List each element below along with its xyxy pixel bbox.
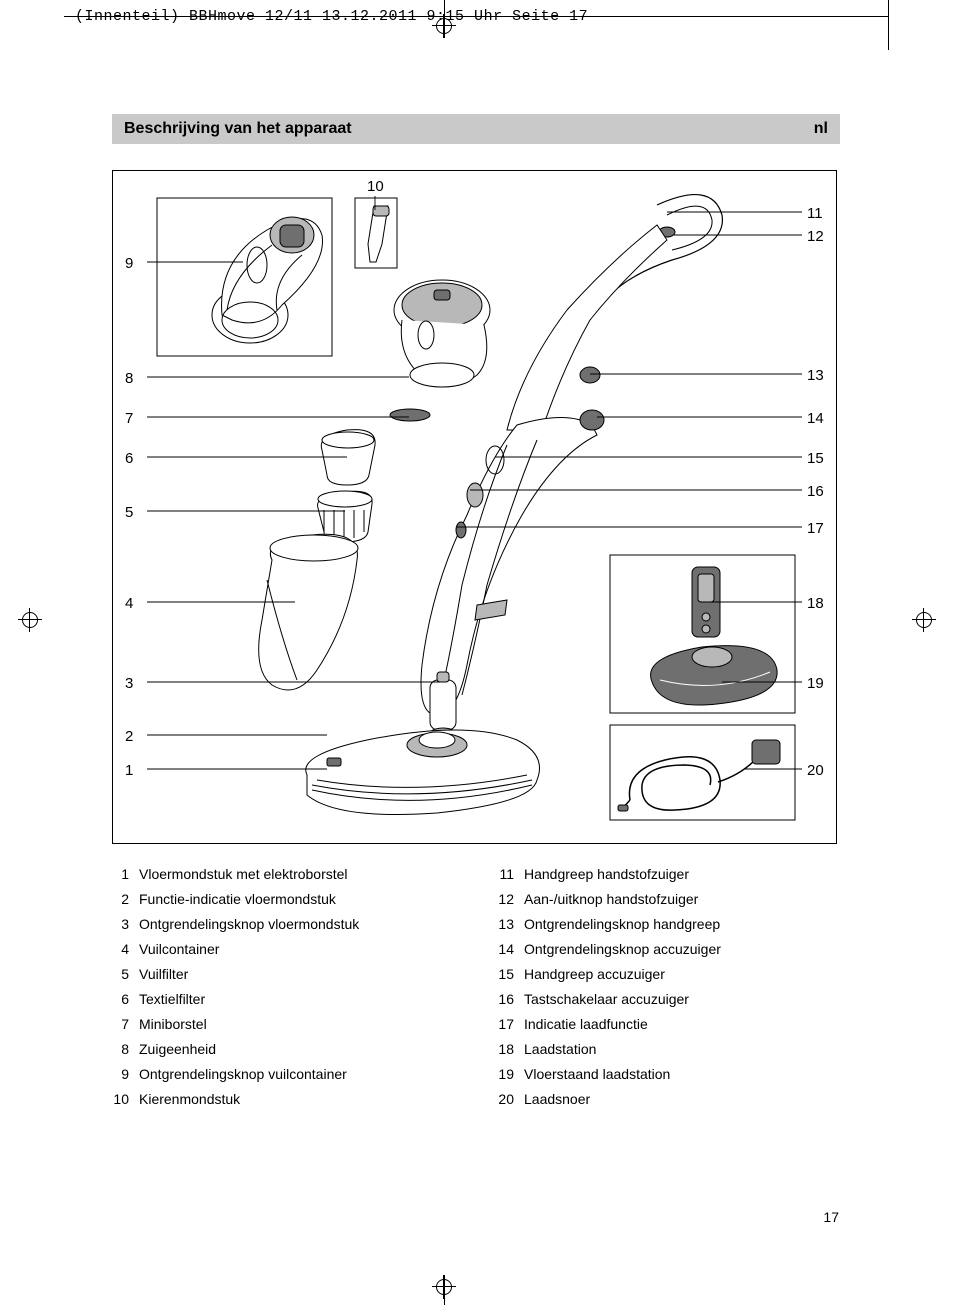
callout-number: 1 (125, 762, 133, 779)
callout-number: 8 (125, 370, 133, 387)
legend-item-number: 14 (490, 941, 514, 957)
legend-item: 7 Miniborstel (105, 1016, 460, 1032)
callout-number: 2 (125, 728, 133, 745)
legend-item: 8 Zuigeenheid (105, 1041, 460, 1057)
callout-number: 15 (807, 450, 824, 467)
legend-item: 6 Textielfilter (105, 991, 460, 1007)
legend-item: 20 Laadsnoer (490, 1091, 845, 1107)
legend-item-text: Handgreep accuzuiger (524, 966, 665, 982)
legend-item-number: 1 (105, 866, 129, 882)
legend-item-number: 15 (490, 966, 514, 982)
callout-number: 13 (807, 367, 824, 384)
legend-item-text: Laadstation (524, 1041, 596, 1057)
legend-item-text: Textielfilter (139, 991, 205, 1007)
legend-item: 11 Handgreep handstofzuiger (490, 866, 845, 882)
legend-item-text: Ontgrendelingsknop vuilcontainer (139, 1066, 347, 1082)
print-header: (Innenteil) BBHmove 12/11 13.12.2011 9:1… (75, 8, 588, 25)
legend-item: 3 Ontgrendelingsknop vloermondstuk (105, 916, 460, 932)
legend-item-number: 3 (105, 916, 129, 932)
legend-item-number: 17 (490, 1016, 514, 1032)
legend-item: 14 Ontgrendelingsknop accuzuiger (490, 941, 845, 957)
callout-number: 18 (807, 595, 824, 612)
callout-number: 16 (807, 483, 824, 500)
legend-item: 1 Vloermondstuk met elektroborstel (105, 866, 460, 882)
legend-item-text: Aan-/uitknop handstofzuiger (524, 891, 698, 907)
legend-item: 4 Vuilcontainer (105, 941, 460, 957)
legend-item-number: 12 (490, 891, 514, 907)
legend-item-text: Vloermondstuk met elektroborstel (139, 866, 348, 882)
legend-item-text: Miniborstel (139, 1016, 207, 1032)
legend: 1 Vloermondstuk met elektroborstel 2 Functi… (105, 866, 845, 1116)
legend-item-number: 9 (105, 1066, 129, 1082)
legend-item: 12 Aan-/uitknop handstofzuiger (490, 891, 845, 907)
page-number: 17 (823, 1209, 839, 1225)
legend-item-text: Vloerstaand laadstation (524, 1066, 670, 1082)
legend-item-number: 16 (490, 991, 514, 1007)
legend-item-text: Ontgrendelingsknop accuzuiger (524, 941, 721, 957)
legend-item-text: Indicatie laadfunctie (524, 1016, 648, 1032)
diagram-svg (112, 170, 837, 844)
callout-number: 14 (807, 410, 824, 427)
legend-item-number: 7 (105, 1016, 129, 1032)
callout-number: 10 (367, 178, 384, 195)
callout-number: 4 (125, 595, 133, 612)
legend-item: 13 Ontgrendelingsknop handgreep (490, 916, 845, 932)
legend-item-text: Vuilfilter (139, 966, 188, 982)
legend-item-text: Laadsnoer (524, 1091, 590, 1107)
legend-item: 18 Laadstation (490, 1041, 845, 1057)
legend-item-text: Vuilcontainer (139, 941, 219, 957)
legend-item: 2 Functie-indicatie vloermondstuk (105, 891, 460, 907)
crop-mark (444, 1275, 445, 1305)
crop-mark (888, 0, 889, 50)
language-code: nl (814, 120, 828, 138)
section-title: Beschrijving van het apparaat (124, 120, 352, 138)
callout-number: 3 (125, 675, 133, 692)
legend-item-number: 5 (105, 966, 129, 982)
stick-vacuum (259, 195, 723, 815)
legend-item: 10 Kierenmondstuk (105, 1091, 460, 1107)
legend-item-number: 19 (490, 1066, 514, 1082)
legend-item-text: Ontgrendelingsknop handgreep (524, 916, 720, 932)
legend-item: 19 Vloerstaand laadstation (490, 1066, 845, 1082)
legend-column-left: 1 Vloermondstuk met elektroborstel 2 Functi… (105, 866, 460, 1116)
legend-item-text: Kierenmondstuk (139, 1091, 240, 1107)
registration-mark (912, 608, 936, 632)
legend-item-text: Ontgrendelingsknop vloermondstuk (139, 916, 359, 932)
legend-item-number: 6 (105, 991, 129, 1007)
legend-item-text: Zuigeenheid (139, 1041, 216, 1057)
legend-item-number: 13 (490, 916, 514, 932)
callout-number: 9 (125, 255, 133, 272)
legend-item-text: Tastschakelaar accuzuiger (524, 991, 689, 1007)
callout-number: 12 (807, 228, 824, 245)
callout-number: 6 (125, 450, 133, 467)
legend-item-number: 4 (105, 941, 129, 957)
legend-item-number: 8 (105, 1041, 129, 1057)
legend-item: 5 Vuilfilter (105, 966, 460, 982)
registration-mark (18, 608, 42, 632)
legend-item: 17 Indicatie laadfunctie (490, 1016, 845, 1032)
legend-item-text: Handgreep handstofzuiger (524, 866, 689, 882)
legend-item: 9 Ontgrendelingsknop vuilcontainer (105, 1066, 460, 1082)
legend-column-right: 11 Handgreep handstofzuiger 12 Aan-/uitknop… (490, 866, 845, 1116)
legend-item-number: 11 (490, 866, 514, 882)
legend-item-number: 2 (105, 891, 129, 907)
callout-number: 11 (807, 205, 823, 222)
callout-number: 19 (807, 675, 824, 692)
section-title-bar: Beschrijving van het apparaat nl (112, 114, 840, 144)
legend-item: 16 Tastschakelaar accuzuiger (490, 991, 845, 1007)
callout-number: 7 (125, 410, 133, 427)
callout-number: 5 (125, 504, 133, 521)
legend-item-text: Functie-indicatie vloermondstuk (139, 891, 336, 907)
legend-item: 15 Handgreep accuzuiger (490, 966, 845, 982)
legend-item-number: 10 (105, 1091, 129, 1107)
callout-number: 20 (807, 762, 824, 779)
legend-item-number: 18 (490, 1041, 514, 1057)
legend-item-number: 20 (490, 1091, 514, 1107)
callout-number: 17 (807, 520, 824, 537)
